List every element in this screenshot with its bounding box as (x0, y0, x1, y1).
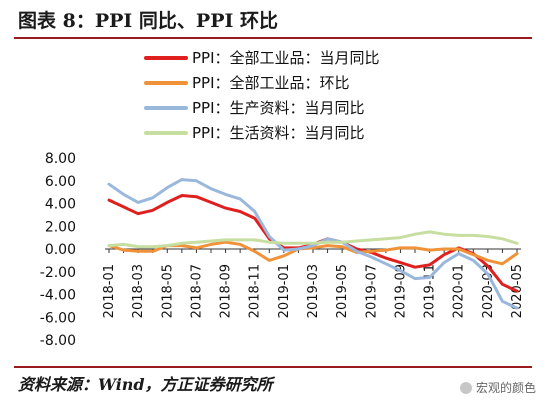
x-tick-label: 2018-05 (160, 264, 175, 318)
wechat-icon (459, 382, 472, 394)
y-axis: 8.00 6.00 4.00 2.00 0.00 -2.00 -4.00 -6.00 -8.00 (40, 151, 76, 349)
series-line-3 (107, 178, 519, 310)
y-tick-label: 8.00 (45, 151, 76, 167)
x-tick-label: 2018-03 (131, 264, 146, 318)
x-tick-label: 2019-09 (393, 264, 408, 318)
y-tick-label: 6.00 (45, 174, 76, 190)
series-line-4 (107, 230, 519, 249)
bottom-rule (14, 366, 532, 368)
source-note: 资料来源：Wind，方正证券研究所 (18, 375, 273, 394)
x-tick-label: 2019-07 (364, 264, 379, 318)
x-tick-label: 2019-01 (277, 264, 292, 318)
legend-label: PPI：生活资料：当月同比 (192, 124, 365, 142)
x-tick-label: 2019-05 (335, 264, 350, 318)
legend-label: PPI：全部工业品：环比 (192, 74, 350, 92)
series-line-2 (107, 240, 519, 266)
legend-label: PPI：全部工业品：当月同比 (192, 49, 380, 67)
series-layer (107, 178, 519, 310)
y-tick-label: 4.00 (45, 197, 76, 213)
x-tick-label: 2019-03 (306, 264, 321, 318)
x-tick-label: 2020-03 (481, 264, 496, 318)
watermark: 宏观的颜色 (459, 379, 536, 396)
y-tick-label: -2.00 (40, 265, 76, 281)
y-tick-label: -8.00 (40, 333, 76, 349)
legend: PPI：全部工业品：当月同比 PPI：全部工业品：环比 PPI：生产资料：当月同比 P… (144, 49, 380, 142)
title-rule (14, 37, 532, 39)
legend-label: PPI：生产资料：当月同比 (192, 99, 365, 117)
watermark-text: 宏观的颜色 (475, 381, 536, 395)
x-tick-label: 2018-01 (102, 264, 117, 318)
y-tick-label: -6.00 (40, 310, 76, 326)
x-axis: 2018-01 2018-03 2018-05 2018-07 2018-09 2018-… (102, 248, 525, 318)
x-tick-label: 2018-09 (219, 264, 234, 318)
y-tick-label: 2.00 (45, 219, 76, 235)
x-tick-label: 2018-07 (189, 264, 204, 318)
y-tick-label: 0.00 (45, 242, 76, 258)
y-tick-label: -4.00 (40, 288, 76, 304)
x-tick-label: 2018-11 (248, 264, 263, 318)
x-tick-label: 2020-01 (452, 264, 467, 318)
figure-title: 图表 8：PPI 同比、PPI 环比 (18, 10, 278, 32)
